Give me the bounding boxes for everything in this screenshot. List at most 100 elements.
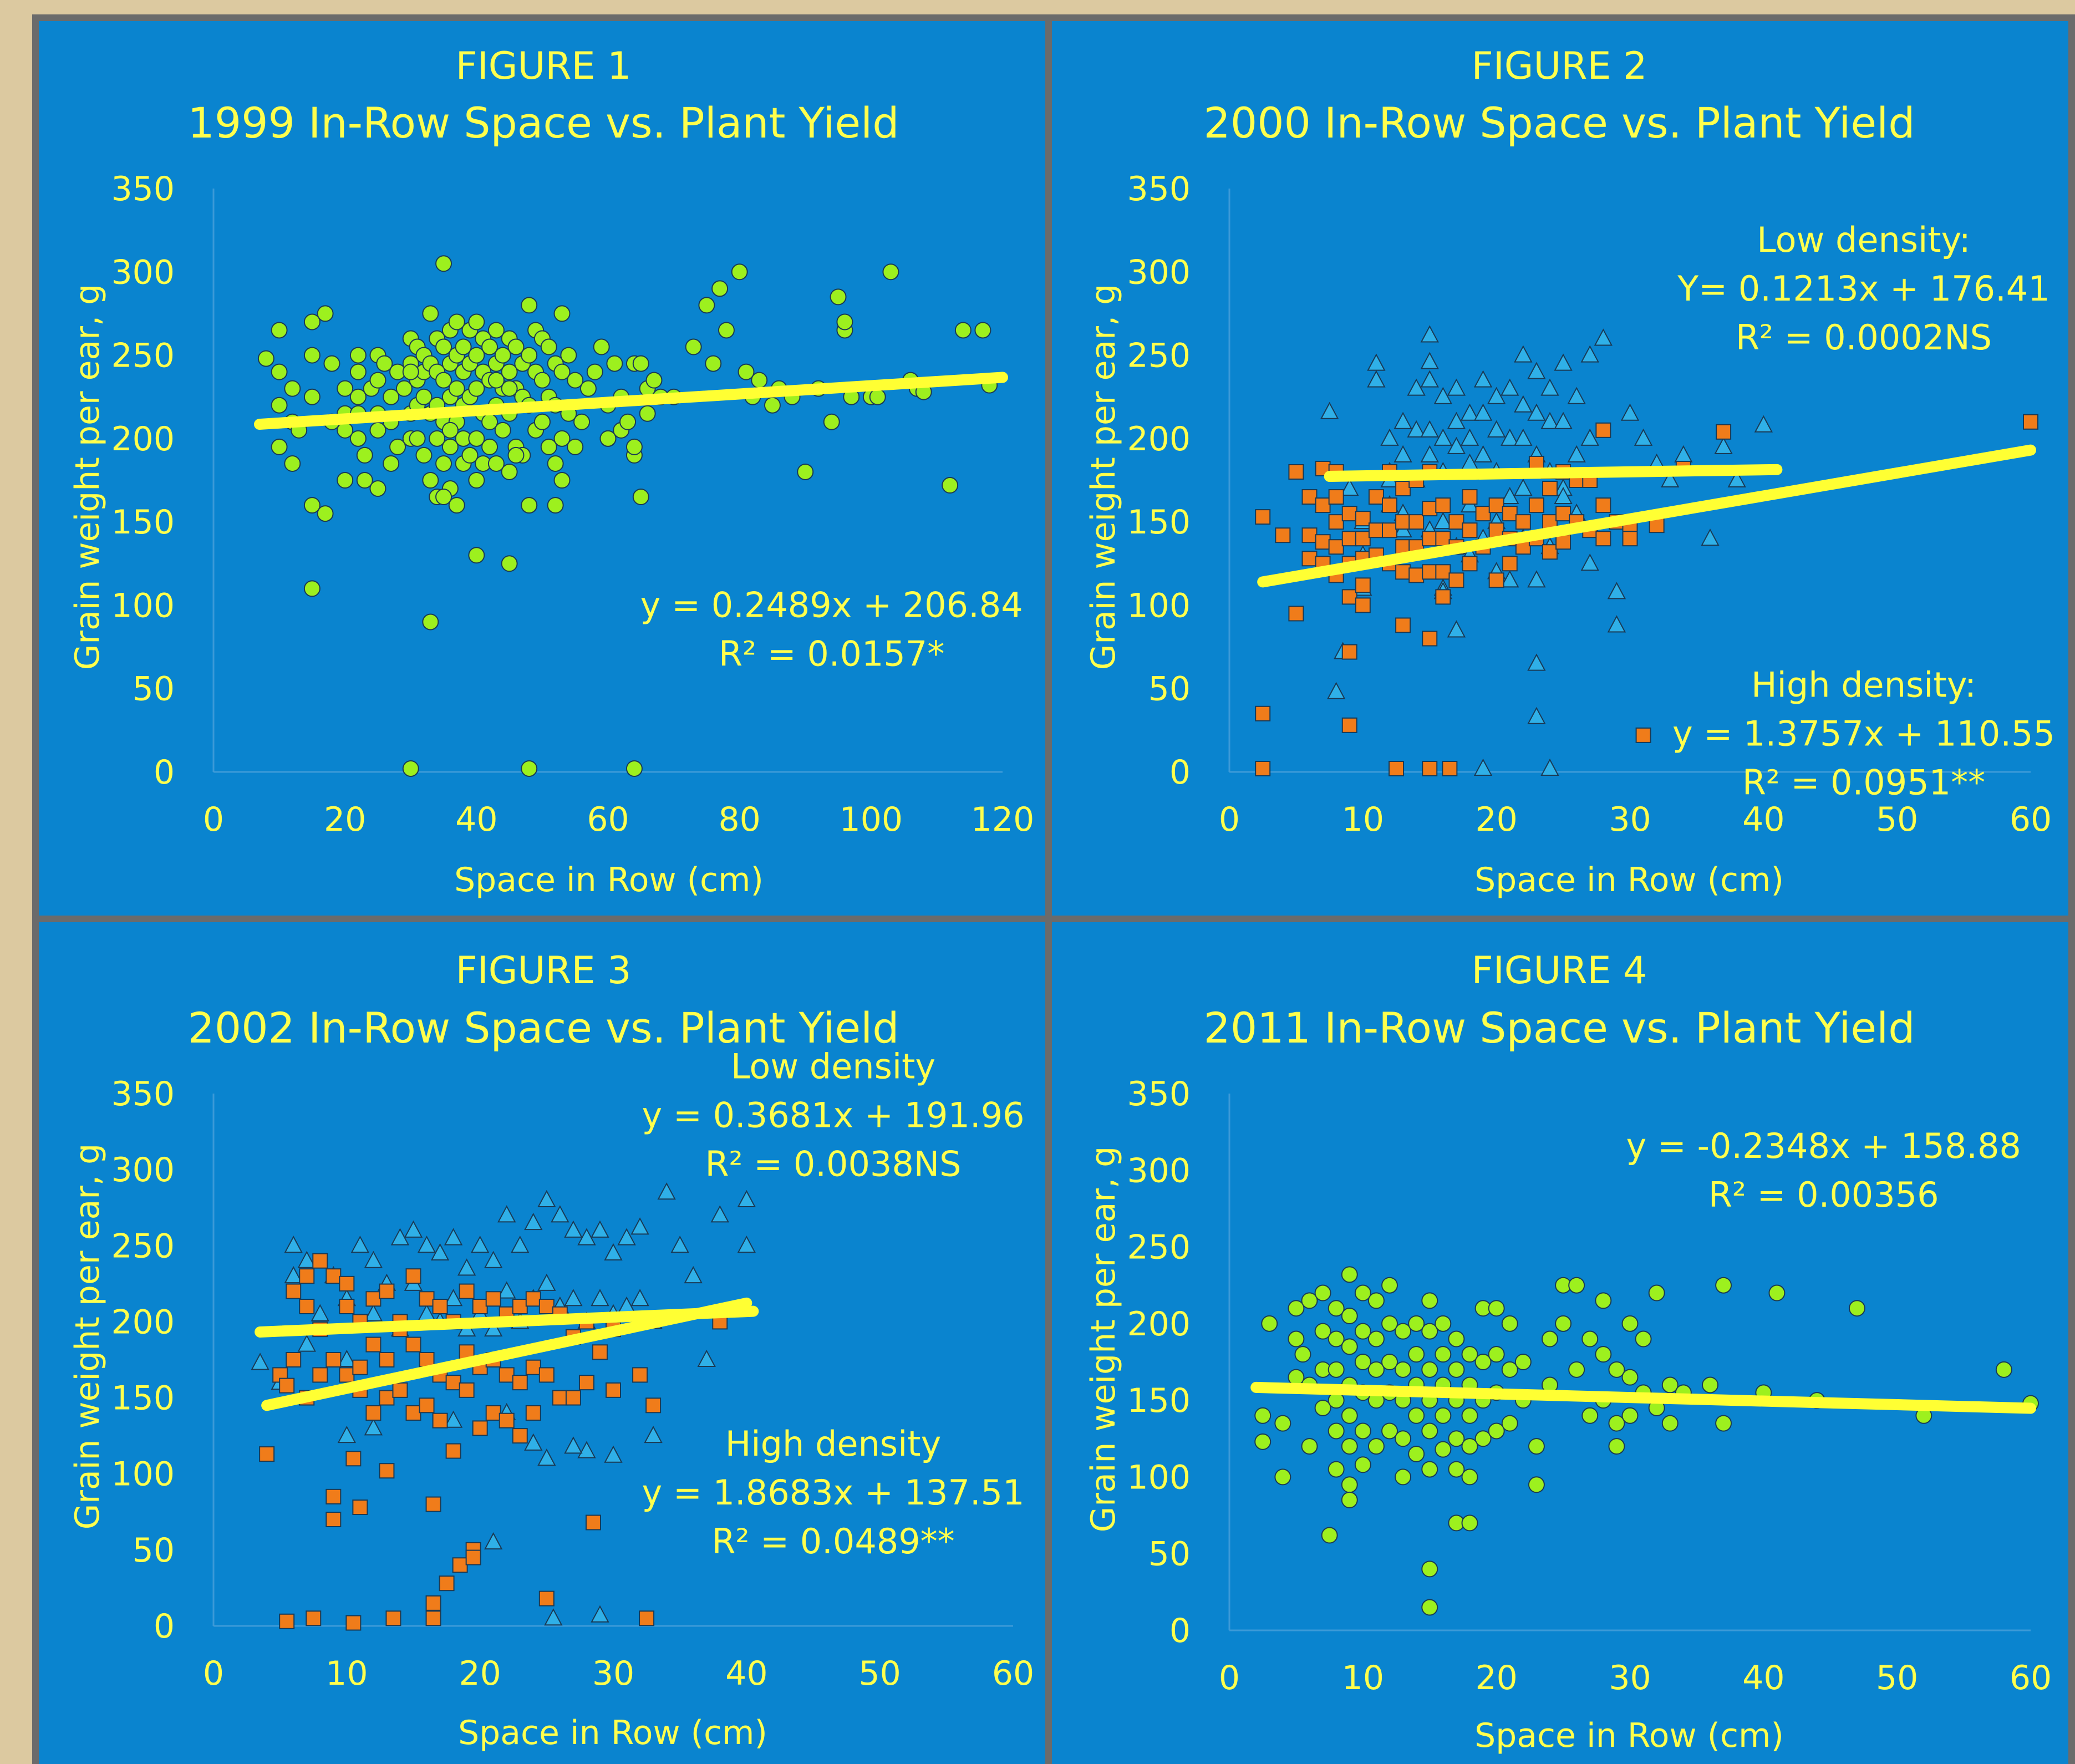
data-point [369,480,386,497]
data-point [1421,1361,1438,1378]
figure-3-panel: FIGURE 3 2002 In-Row Space vs. Plant Yie… [35,919,1049,1764]
data-point [797,463,814,480]
data-point [565,1390,581,1406]
data-point [312,1253,328,1269]
data-point [697,1349,716,1367]
y-tick-label: 150 [111,503,175,542]
y-tick-label: 100 [111,1455,175,1494]
data-point [512,1428,528,1444]
data-point [1314,1323,1331,1340]
data-point [444,1289,463,1307]
data-point [376,355,393,372]
data-point [392,1382,408,1398]
figure-1-title: 1999 In-Row Space vs. Plant Yield [187,98,899,148]
data-point [593,338,610,355]
y-tick-label: 250 [111,337,175,375]
figure-1-axes [212,189,1003,773]
equation-label: High density [725,1424,942,1464]
data-point [525,1405,541,1421]
data-point [1540,378,1559,396]
data-point [468,547,485,564]
data-point [1461,1514,1478,1532]
data-point [501,555,518,572]
data-point [604,1243,623,1260]
data-point [1367,1292,1385,1309]
figure-4-background [1049,919,2075,1764]
figure-4-y-axis-label: Grain weight per ear, g [1084,1146,1123,1532]
data-point [547,455,564,472]
data-point [544,1608,563,1626]
data-point [279,1377,295,1394]
data-point [521,497,538,514]
data-point [1608,1361,1625,1378]
data-point [1661,470,1680,487]
data-point [540,438,557,455]
data-point [525,1291,541,1307]
data-point [567,372,584,389]
data-point [1607,582,1626,599]
data-point [1328,1361,1345,1378]
data-point [551,1205,569,1223]
data-point [711,280,729,297]
trendline [1250,1381,2036,1414]
data-point [284,455,301,472]
x-tick-label: 30 [1609,1659,1651,1697]
data-point [1315,497,1331,514]
data-point [553,430,571,447]
data-point [1433,387,1453,404]
data-point [286,1352,302,1368]
data-point [1527,403,1546,421]
x-tick-label: 10 [326,1654,368,1693]
data-point [1527,653,1546,671]
data-point [1473,370,1493,388]
data-point [465,1549,481,1565]
data-point [657,1182,676,1200]
y-tick-label: 0 [154,753,175,792]
x-tick-label: 60 [2010,1659,2052,1697]
data-point [1540,411,1559,429]
equation-label: Low density: [1757,220,1971,260]
data-point [468,380,485,397]
data-point [836,313,853,331]
data-point [1341,1266,1358,1283]
data-point [1528,1438,1545,1455]
equation-label: R² = 0.0489** [711,1521,954,1562]
data-point [1701,528,1720,546]
data-point [591,1605,609,1623]
trendline [1257,444,2036,588]
y-tick-label: 200 [1127,420,1191,459]
data-point [271,438,288,455]
data-point [448,497,465,514]
data-point [1354,1422,1371,1440]
data-point [317,505,334,522]
data-point [1288,1330,1305,1348]
data-point [271,322,288,339]
data-point [1354,1354,1371,1370]
data-point [419,1397,435,1414]
y-tick-label: 150 [1127,1381,1191,1420]
data-point [432,1412,448,1429]
data-point [1501,1315,1518,1332]
data-point [619,413,637,430]
data-point [1501,1415,1518,1432]
data-point [1407,420,1426,438]
data-point [1328,489,1344,505]
data-point [1475,506,1491,522]
y-tick-label: 100 [111,586,175,625]
data-point [1435,564,1451,580]
data-point [284,380,301,397]
data-point [578,1375,594,1391]
data-point [564,1289,583,1307]
y-tick-label: 100 [1127,586,1191,625]
data-point [1328,539,1344,555]
data-point [1274,1415,1291,1432]
data-point [356,446,373,464]
data-point [1381,1277,1398,1294]
data-point [337,380,354,397]
data-point [567,438,584,455]
data-point [1393,445,1412,462]
data-point [303,497,321,514]
data-point [339,1299,355,1314]
data-point [1995,1361,2012,1378]
